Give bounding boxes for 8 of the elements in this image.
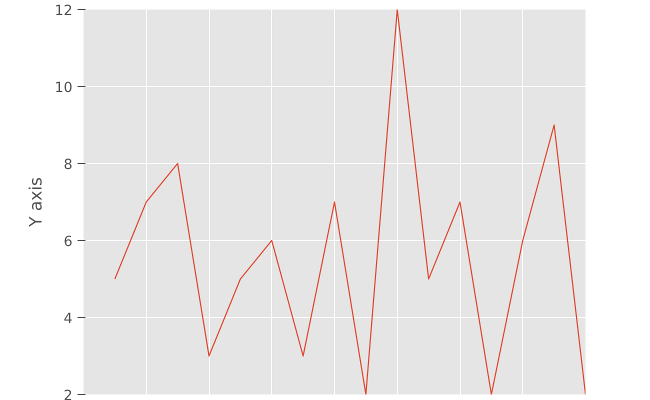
- line-series: [114, 10, 586, 394]
- y-tick-label: 6: [64, 234, 73, 250]
- y-tick-label: 8: [64, 157, 73, 173]
- y-axis-title: Y axis: [26, 176, 47, 228]
- y-tick-label: 2: [64, 388, 73, 400]
- y-tick-label: 10: [54, 80, 73, 96]
- y-tick-label: 4: [64, 311, 73, 327]
- y-tick-label: 12: [54, 3, 73, 19]
